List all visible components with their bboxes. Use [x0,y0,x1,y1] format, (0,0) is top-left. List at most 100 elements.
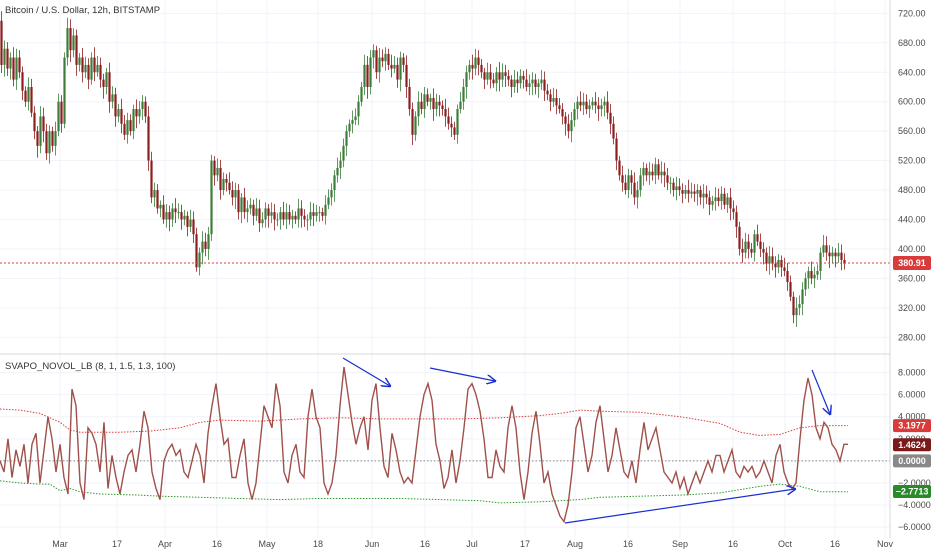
candle-body [564,116,567,124]
candle-body [450,123,453,128]
last-price-badge [893,255,931,270]
candle-body [717,197,720,202]
candle-body [285,212,288,220]
candle-body [87,64,90,80]
candle-body [210,160,213,235]
candle-body [117,109,120,117]
candle-body [594,101,597,106]
candle-body [411,109,414,135]
price-tick-label: 600.00 [898,97,926,107]
candle-body [477,57,480,65]
price-pane[interactable] [0,11,890,327]
candle-body [504,72,507,76]
candle-body [579,101,582,106]
candle-body [12,57,15,80]
candle-body [27,86,30,102]
candle-body [453,127,456,135]
candle-body [60,101,63,124]
candle-body [192,219,195,235]
candle-body [795,307,798,316]
candle-body [495,72,498,84]
candle-body [330,190,333,198]
candle-body [669,182,672,184]
candle-body [645,167,648,176]
candle-body [126,120,129,135]
candle-body [33,112,36,132]
candle-body [585,101,588,110]
oscillator-value-badge-label: 1.4624 [898,440,926,450]
candle-body [144,101,147,117]
price-tick-label: 280.00 [898,332,926,342]
candle-body [831,252,834,257]
x-tick-label: 16 [212,539,222,549]
candle-body [819,252,822,272]
axis-layer: 720.00 680.00 640.00 600.00 560.00 520.00 480.… [52,8,931,549]
candle-body [408,86,411,110]
candle-body [813,274,816,279]
candle-body [294,215,297,220]
candle-body [786,271,789,283]
candle-body [573,109,576,121]
candle-body [435,101,438,110]
candle-body [606,101,609,113]
candle-body [681,190,684,194]
candle-body [828,252,831,257]
lower-band-badge-label: −2.7713 [896,487,929,497]
candle-body [447,116,450,124]
candle-body [321,212,324,216]
candle-body [39,116,42,146]
candle-body [750,248,753,253]
candle-body [264,208,267,220]
candle-body [204,241,207,249]
x-tick-label: Apr [158,539,172,549]
candle-body [468,64,471,73]
candle-body [78,57,81,65]
candle-body [48,131,51,154]
candle-body [81,57,84,73]
x-tick-label: 17 [520,539,530,549]
upper-band-badge-label: 3.1977 [898,421,926,431]
annotation-arrow [342,357,390,386]
zero-badge-label: 0.0000 [898,456,926,466]
candle-body [843,259,846,264]
candle-body [84,64,87,73]
candle-body [768,256,771,264]
osc-tick-label: −2.0000 [898,478,931,488]
candle-body [174,208,177,213]
x-tick-label: 16 [830,539,840,549]
candle-body [93,57,96,73]
candle-body [516,79,519,84]
candle-body [549,94,552,102]
candle-body [837,252,840,257]
osc-tick-label: 4.0000 [898,412,926,422]
candle-body [24,90,27,102]
candle-body [336,167,339,176]
candle-body [414,116,417,135]
candle-body [630,175,633,183]
candle-body [525,79,528,87]
candle-body [327,197,330,205]
candle-body [732,208,735,213]
osc-tick-label: −6.0000 [898,522,931,532]
candle-body [3,48,6,65]
candle-body [498,72,501,80]
candle-body [657,164,660,176]
candle-body [45,131,48,154]
x-tick-label: Oct [778,539,793,549]
candle-body [471,64,474,69]
x-tick-label: Sep [672,539,688,549]
candle-body [537,83,540,87]
candle-body [711,201,714,205]
candle-body [699,190,702,198]
candle-body [219,167,222,191]
candle-body [483,72,486,80]
candle-body [765,252,768,264]
candle-body [348,123,351,132]
oscillator-pane[interactable] [0,357,890,524]
candle-body [789,282,792,297]
candle-body [384,53,387,62]
candle-body [519,75,522,84]
candle-body [216,167,219,176]
candle-body [249,204,252,209]
candle-body [138,109,141,117]
